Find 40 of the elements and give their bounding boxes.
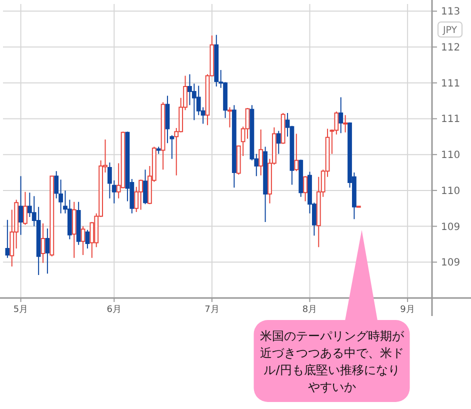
y-tick-label: 110 xyxy=(441,186,460,197)
text: 米国のテーパリング時期が近づきつつある中で、米ドル/円も底堅い推移になりやすいか xyxy=(260,329,405,394)
candlestick xyxy=(228,106,232,128)
candlestick xyxy=(143,169,148,205)
candlestick xyxy=(294,133,299,172)
x-tick-label: 9月 xyxy=(400,305,415,315)
y-tick-label: 109 xyxy=(441,258,460,269)
candlestick xyxy=(276,130,281,154)
candlestick xyxy=(280,112,286,144)
candlestick xyxy=(40,222,46,264)
x-tick-label: 7月 xyxy=(204,305,220,315)
candlestick xyxy=(258,128,264,176)
candlestick xyxy=(214,34,219,87)
candlestick xyxy=(303,176,308,202)
candlestick xyxy=(80,226,86,256)
candlestick xyxy=(72,201,76,258)
candlestick xyxy=(160,102,166,170)
candlestick xyxy=(263,146,268,222)
candlestick xyxy=(156,146,161,154)
x-tick-label: 6月 xyxy=(106,305,122,315)
candlestick xyxy=(5,219,10,258)
badge: JPY xyxy=(438,22,462,38)
candlestick xyxy=(338,96,344,134)
candlestick xyxy=(298,159,304,198)
x-tick-label: 8月 xyxy=(302,305,318,315)
y-tick-label: 109 xyxy=(441,222,460,233)
candlestick xyxy=(85,229,90,250)
candlestick xyxy=(232,104,236,188)
candlestick xyxy=(76,201,81,246)
y-tick-label: 110 xyxy=(441,150,460,162)
y-tick-label: 113 xyxy=(441,6,460,18)
y-tick-label: 111 xyxy=(441,78,460,90)
x-tick-label: 5月 xyxy=(13,305,28,315)
y-tick-label: 112 xyxy=(441,42,460,54)
candlestick xyxy=(343,114,348,133)
candlestick xyxy=(45,228,50,274)
candlestick xyxy=(23,191,28,226)
candlestick xyxy=(50,176,54,257)
candlestick xyxy=(18,176,23,236)
y-tick-label: 111 xyxy=(441,114,460,126)
